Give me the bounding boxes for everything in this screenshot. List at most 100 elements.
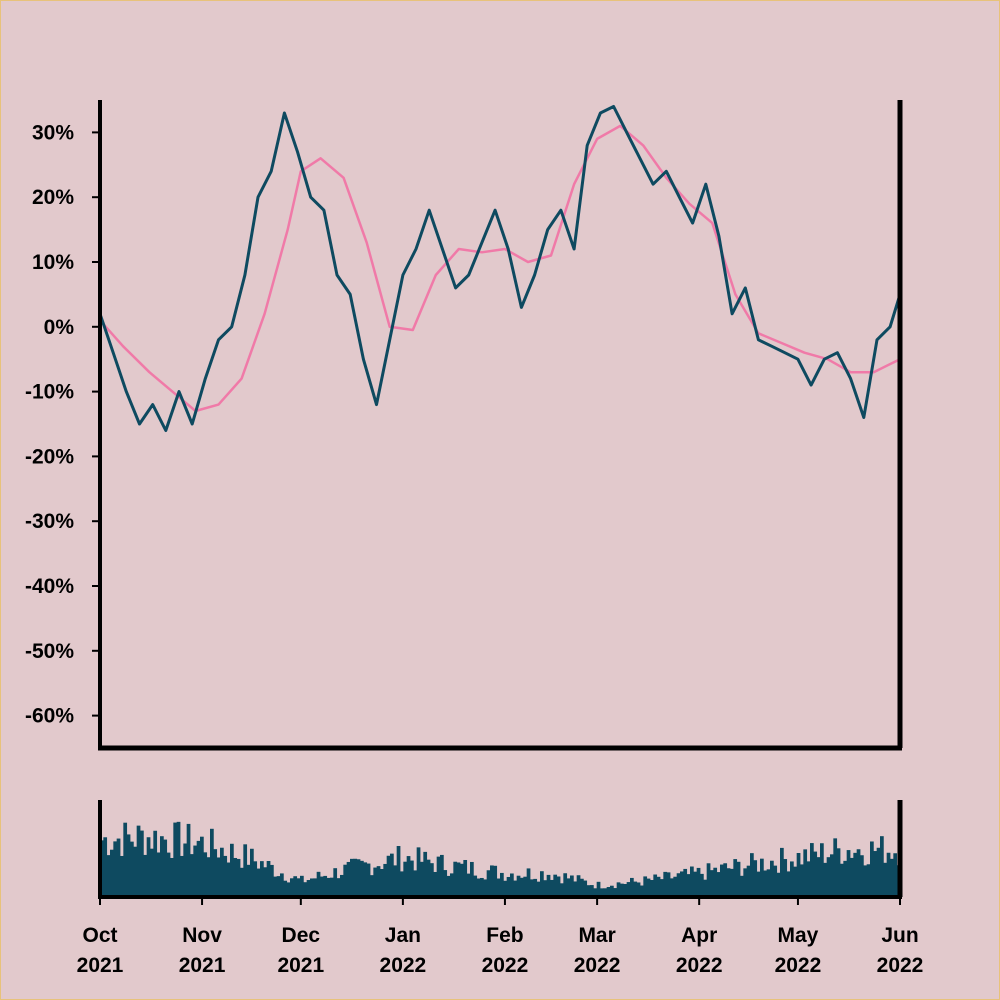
x-tick-label: May 2022 xyxy=(775,924,822,977)
volume-bar xyxy=(296,878,301,897)
volume-bar xyxy=(360,860,364,897)
volume-bar xyxy=(186,823,191,897)
volume-bar xyxy=(266,861,271,897)
volume-bar xyxy=(450,873,454,897)
volume-bar xyxy=(880,836,884,897)
volume-bar xyxy=(803,849,808,897)
volume-bar xyxy=(543,880,548,897)
volume-bar xyxy=(723,863,728,897)
volume-bar xyxy=(250,848,254,897)
axes xyxy=(98,100,903,899)
volume-bar xyxy=(366,863,371,897)
volume-bar xyxy=(203,852,208,897)
volume-bar xyxy=(710,870,714,897)
volume-bar xyxy=(570,875,574,897)
volume-bar xyxy=(406,856,411,897)
volume-bar xyxy=(343,864,348,897)
volume-bar xyxy=(290,878,294,897)
volume-bar xyxy=(606,887,611,897)
volume-bar xyxy=(716,872,721,897)
x-tick-label: Jun 2022 xyxy=(877,924,924,977)
volume-bar xyxy=(353,858,358,897)
volume-bar xyxy=(270,864,274,897)
volume-bar xyxy=(806,861,811,897)
volume-bar xyxy=(273,876,278,897)
volume-bar xyxy=(236,858,241,897)
volume-bar xyxy=(526,868,531,897)
volume-bar xyxy=(893,853,898,897)
volume-bar xyxy=(376,866,381,897)
volume-bar xyxy=(233,857,238,897)
volume-bar xyxy=(820,843,824,897)
volume-bar xyxy=(330,877,334,897)
volume-bar xyxy=(166,852,171,897)
volume-bar xyxy=(666,872,671,897)
volume-bar xyxy=(730,868,734,897)
volume-bar xyxy=(810,843,814,897)
volume-bar xyxy=(573,881,578,897)
volume-bar xyxy=(776,872,781,897)
volume-bar xyxy=(246,864,251,897)
volume-bar xyxy=(883,862,888,897)
volume-bar xyxy=(426,859,431,897)
volume-bar xyxy=(120,855,124,897)
volume-bar xyxy=(586,885,591,897)
volume-bar xyxy=(483,879,488,897)
volume-bar xyxy=(510,873,514,897)
volume-bar xyxy=(560,883,564,897)
volume-bar xyxy=(346,861,351,897)
volume-bar xyxy=(410,860,414,897)
volume-bar xyxy=(876,847,881,897)
volume-bar xyxy=(463,859,468,897)
volume-bar xyxy=(423,851,428,897)
volume-bar xyxy=(580,878,584,897)
volume-bar xyxy=(310,878,314,897)
volume-bar xyxy=(853,852,858,897)
volume-bar xyxy=(373,867,378,897)
volume-bar xyxy=(336,878,341,897)
volume-bar xyxy=(113,841,118,897)
volume-bar xyxy=(760,858,764,897)
volume-bar xyxy=(456,862,461,897)
volume-bar xyxy=(633,881,638,897)
volume-bar xyxy=(680,871,684,897)
volume-bar xyxy=(763,870,768,897)
volume-bar xyxy=(190,854,194,897)
volume-bar xyxy=(300,875,304,897)
volume-bar xyxy=(443,870,448,897)
volume-bar xyxy=(240,867,244,897)
volume-bar xyxy=(613,888,618,897)
y-tick-label: -40% xyxy=(25,575,74,598)
x-tick-label: Mar 2022 xyxy=(574,924,621,977)
volume-bar xyxy=(840,863,844,897)
volume-bar xyxy=(863,865,868,897)
volume-bar xyxy=(263,867,268,897)
volume-bar xyxy=(540,871,544,897)
volume-bar xyxy=(133,846,138,897)
volume-bar xyxy=(106,855,111,897)
volume-bar xyxy=(153,830,158,897)
volume-bar xyxy=(446,875,451,897)
volume-bar xyxy=(416,847,421,897)
volume-bar xyxy=(136,825,141,897)
volume-bar xyxy=(733,859,738,897)
volume-bar xyxy=(813,851,818,897)
volume-bar xyxy=(816,857,821,897)
volume-bar xyxy=(856,849,861,897)
volume-bar xyxy=(433,871,438,897)
volume-bar xyxy=(453,861,458,897)
volume-bar xyxy=(693,871,698,897)
y-tick-label: -20% xyxy=(25,445,74,468)
volume-bar xyxy=(780,847,784,897)
volume-bar xyxy=(873,851,878,897)
volume-bar xyxy=(303,882,308,897)
volume-bar xyxy=(420,861,424,897)
volume-bar xyxy=(523,876,528,897)
volume-bar xyxy=(673,876,678,897)
volume-bars xyxy=(100,821,901,897)
volume-bar xyxy=(726,868,731,897)
volume-bar xyxy=(243,844,248,897)
volume-bar xyxy=(320,876,324,897)
x-tick-label: Nov 2021 xyxy=(179,924,226,977)
